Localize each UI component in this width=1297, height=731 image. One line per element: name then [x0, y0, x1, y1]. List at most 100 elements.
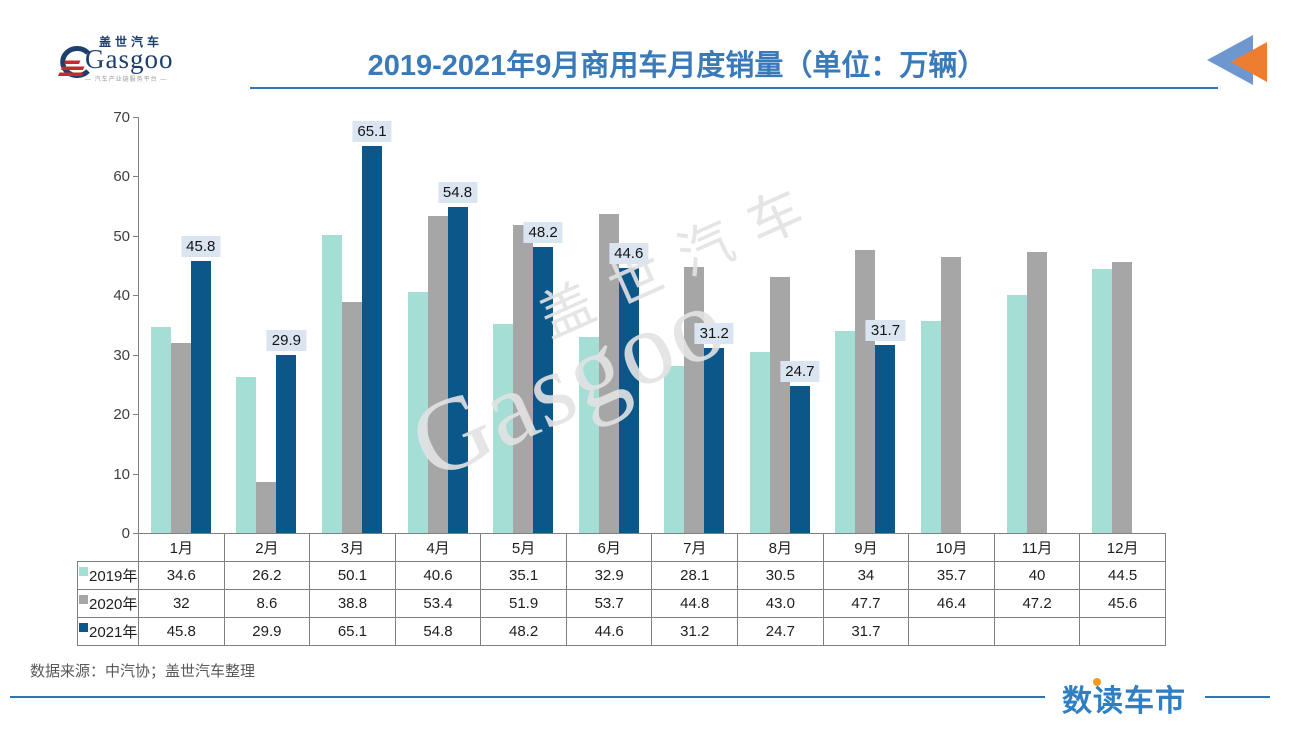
table-value-cell: 44.8 — [651, 589, 739, 618]
bar-2020年-5月 — [513, 224, 534, 533]
y-axis-tick — [133, 117, 138, 118]
bar-2021年-2月 — [276, 355, 297, 533]
y-axis-label: 20 — [113, 406, 130, 424]
table-value-cell: 26.2 — [223, 561, 311, 590]
bar-2019年-8月 — [749, 351, 770, 533]
bar-2020年-7月 — [684, 266, 705, 533]
table-value-cell: 51.9 — [480, 589, 567, 618]
bar-2020年-12月 — [1112, 262, 1133, 533]
month-header-cell: 2月 — [223, 533, 311, 562]
table-value-cell: 40 — [993, 561, 1081, 590]
y-axis-label: 40 — [113, 287, 130, 305]
table-value-cell: 44.6 — [565, 617, 653, 646]
bar-2019年-6月 — [578, 337, 599, 533]
bar-value-label-8月: 24.7 — [780, 361, 820, 383]
bar-2020年-8月 — [769, 277, 790, 533]
legend-swatch — [79, 623, 88, 632]
series-legend-cell: 2019年 — [77, 561, 139, 590]
table-value-cell: 54.8 — [394, 617, 482, 646]
bar-2021年-4月 — [447, 207, 468, 533]
table-value-cell: 32 — [138, 589, 225, 618]
series-legend-cell: 2021年 — [77, 617, 139, 646]
bar-2021年-7月 — [704, 347, 725, 533]
footer-right-dash — [1205, 696, 1270, 698]
table-value-cell: 50.1 — [309, 561, 396, 590]
bar-2020年-3月 — [341, 302, 362, 533]
table-header-row: 1月 2月 3月 4月 5月 6月 7月 8月 9月 10月 11月 12月 — [78, 533, 1166, 562]
month-header-cell: 10月 — [908, 533, 995, 562]
table-value-cell: 38.8 — [309, 589, 396, 618]
y-axis-tick — [133, 414, 138, 416]
table-value-cell: 40.6 — [394, 561, 482, 590]
gasgoo-logo-icon — [58, 46, 90, 78]
bar-2020年-4月 — [427, 215, 448, 533]
bar-2019年-10月 — [921, 320, 942, 533]
month-header-cell: 3月 — [309, 533, 396, 562]
table-row-2020年: 2020年 32 8.6 38.8 53.4 51.9 53.7 44.8 43.0 47.7 46… — [77, 589, 1166, 618]
month-header-cell: 5月 — [480, 533, 567, 562]
bar-2019年-2月 — [236, 377, 257, 533]
bar-value-label-3月: 65.1 — [352, 121, 392, 143]
month-header-cell: 8月 — [737, 533, 824, 562]
y-axis-tick — [133, 235, 138, 237]
month-header-cell: 1月 — [138, 533, 225, 562]
watermark-line1: 盖世汽车 — [530, 170, 833, 350]
bar-value-label-2月: 29.9 — [266, 330, 306, 352]
data-source-note: 数据来源：中汽协；盖世汽车整理 — [30, 663, 256, 680]
y-axis-label: 30 — [113, 346, 130, 364]
table-value-cell: 45.8 — [138, 617, 225, 646]
bar-2019年-4月 — [407, 291, 428, 533]
table-value-cell: 65.1 — [309, 617, 396, 646]
table-value-cell: 47.2 — [993, 589, 1081, 618]
bar-2019年-7月 — [664, 366, 685, 533]
month-header-cell: 7月 — [651, 533, 739, 562]
chart-title: 2019-2021年9月商用车月度销量（单位：万辆） — [367, 50, 987, 82]
table-value-cell: 31.7 — [822, 617, 910, 646]
table-value-cell: 29.9 — [223, 617, 311, 646]
bar-2020年-9月 — [855, 249, 876, 533]
bar-value-label-5月: 48.2 — [523, 221, 563, 243]
y-axis-line — [138, 117, 139, 533]
month-header-cell: 6月 — [565, 533, 653, 562]
y-axis-tick — [133, 295, 138, 297]
table-value-cell: 28.1 — [651, 561, 739, 590]
table-value-cell: 35.1 — [480, 561, 567, 590]
title-underline — [250, 87, 1218, 89]
y-axis-tick — [133, 176, 138, 178]
table-value-cell: 32.9 — [565, 561, 653, 590]
legend-swatch — [79, 567, 88, 576]
y-axis-label: 60 — [113, 168, 130, 186]
brand-orange-dot — [1093, 678, 1101, 686]
bar-value-label-6月: 44.6 — [609, 242, 649, 264]
bar-2021年-6月 — [618, 267, 639, 533]
y-axis-label: 70 — [113, 109, 130, 126]
bar-2019年-3月 — [321, 235, 342, 533]
table-value-cell: 24.7 — [737, 617, 824, 646]
table-row-2021年: 2021年 45.8 29.9 65.1 54.8 48.2 44.6 31.2 24.7 31.… — [77, 617, 1166, 646]
bar-2021年-3月 — [361, 146, 382, 533]
table-value-cell: 43.0 — [737, 589, 824, 618]
table-value-cell: 34 — [822, 561, 910, 590]
table-value-cell: 44.5 — [1079, 561, 1166, 590]
logo-en-text: Gasgoo — [85, 44, 174, 74]
bar-2020年-11月 — [1026, 252, 1047, 533]
logo-cn-text: 盖世汽车 — [99, 35, 164, 49]
watermark-line2: Gasgoo — [394, 262, 743, 502]
month-header-cell: 9月 — [822, 533, 910, 562]
month-header-cell: 11月 — [993, 533, 1081, 562]
shudu-cheshi-brand: 数读车市 — [1062, 685, 1186, 718]
bar-2019年-1月 — [150, 327, 171, 533]
bar-value-label-7月: 31.2 — [694, 322, 734, 344]
logo-tagline: — 汽车产业链服务平台 — — [85, 77, 168, 83]
table-value-cell: 31.2 — [651, 617, 739, 646]
bar-2020年-1月 — [170, 342, 191, 533]
bar-2019年-11月 — [1006, 295, 1027, 533]
y-axis-label: 10 — [113, 465, 130, 483]
bar-2021年-9月 — [875, 344, 896, 533]
table-value-cell — [908, 617, 995, 646]
table-value-cell: 8.6 — [223, 589, 311, 618]
double-left-triangles-icon — [1207, 35, 1267, 85]
bar-2020年-10月 — [941, 257, 962, 533]
table-value-cell: 53.4 — [394, 589, 482, 618]
bar-2020年-6月 — [598, 213, 619, 533]
